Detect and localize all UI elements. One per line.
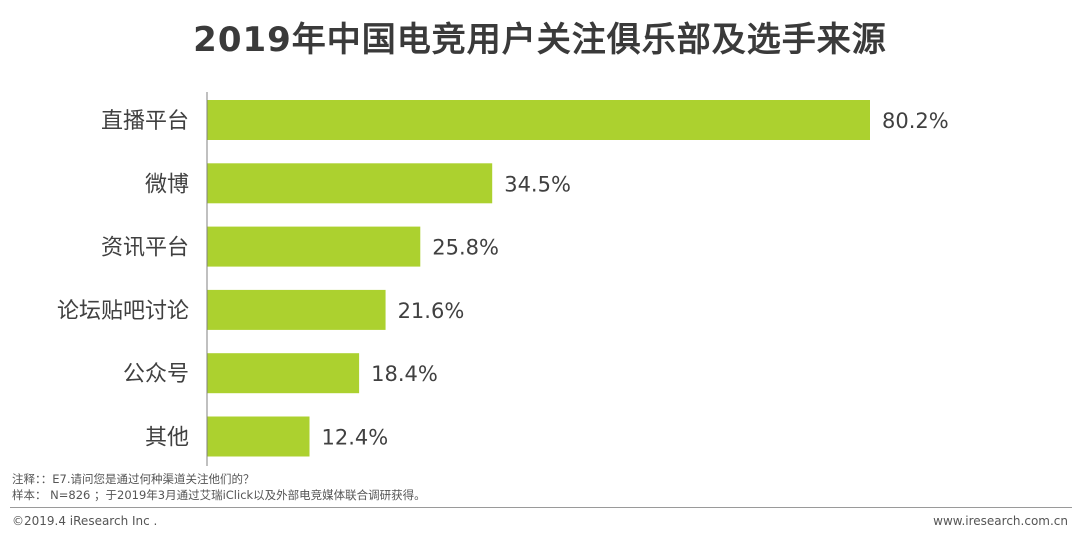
value-label: 12.4% (322, 426, 389, 450)
chart-title: 2019年中国电竞用户关注俱乐部及选手来源 (193, 20, 887, 60)
category-label: 公众号 (123, 362, 189, 387)
bar-1 (207, 163, 493, 204)
bar-2 (207, 226, 421, 267)
value-label: 34.5% (504, 172, 571, 196)
copyright-text: ©2019.4 iResearch Inc . (12, 514, 158, 528)
chart-note: 注释：：E7.请问您是通过何种渠道关注他们的？ (12, 472, 255, 486)
category-label: 其他 (145, 426, 189, 451)
category-label: 资讯平台 (101, 236, 189, 261)
value-label: 18.4% (371, 362, 438, 386)
value-label: 80.2% (882, 109, 949, 133)
category-label: 直播平台 (101, 109, 189, 134)
bar-5 (207, 416, 310, 457)
category-label: 论坛贴吧讨论 (57, 299, 189, 324)
value-label: 21.6% (398, 299, 465, 323)
bar-3 (207, 289, 386, 330)
website-text: www.iresearch.com.cn (933, 514, 1068, 528)
category-label: 微博 (145, 172, 189, 197)
bar-0 (207, 100, 870, 140)
sample-note: 样本： N=826 ；于2019年3月通过艾瑞iClick以及外部电竞媒体联合调… (12, 488, 426, 502)
value-label: 25.8% (432, 236, 499, 260)
bar-4 (207, 353, 360, 394)
footer-divider (10, 507, 1072, 508)
